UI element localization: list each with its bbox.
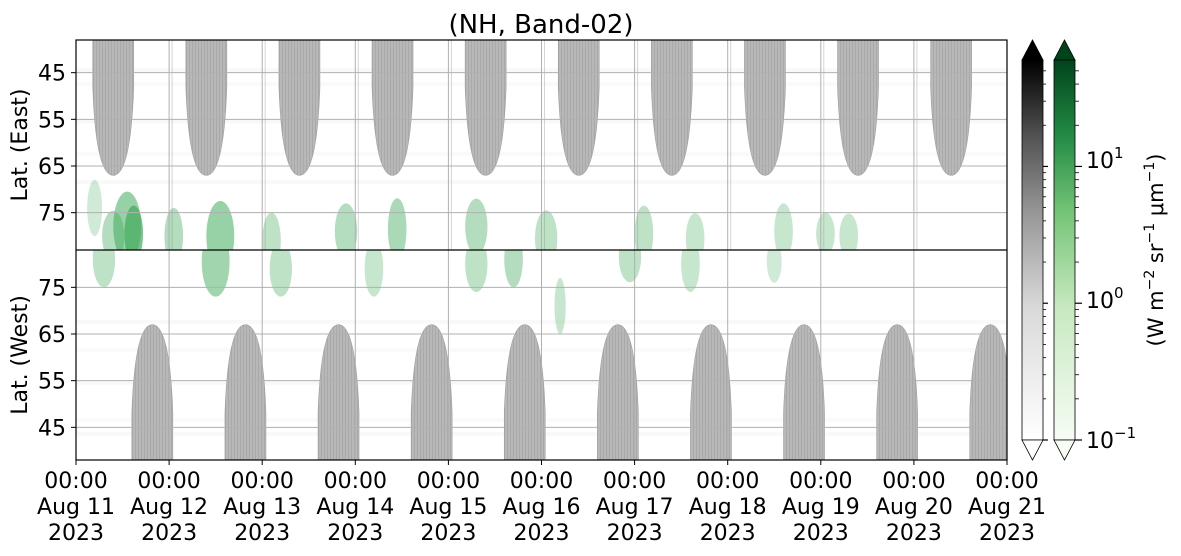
green-blob-east [334, 203, 358, 250]
colorbar-ticks [1043, 70, 1082, 441]
xtick-label: 00:00 Aug 14 2023 [316, 469, 394, 546]
xtick-label: 00:00 Aug 12 2023 [130, 469, 208, 546]
panel-west [76, 250, 1007, 460]
colorbar-greys-extend-bottom [1021, 439, 1044, 461]
green-blob-east [816, 212, 835, 250]
night-mask-east [557, 40, 600, 176]
green-blob-east [262, 212, 281, 250]
green-blob-east [206, 201, 235, 250]
xtick-label: 00:00 Aug 17 2023 [596, 469, 674, 546]
panel-east [76, 40, 1007, 250]
night-mask-east [930, 40, 972, 176]
ytick-label-west: 75 [38, 276, 66, 301]
green-blob-west [681, 250, 700, 292]
green-blob-east [774, 203, 793, 250]
cb-tick-label-1: 100 [1086, 284, 1124, 314]
green-blob-east [164, 208, 184, 250]
night-mask-west [503, 324, 546, 460]
ytick-label-east: 65 [38, 155, 66, 180]
green-blob-east [387, 198, 407, 250]
colorbar-greens-extend-bottom [1053, 439, 1076, 461]
night-mask-east [371, 40, 414, 176]
y-ticks: 45 55 65 75 75 65 55 45 [38, 62, 76, 441]
night-mask-west [410, 324, 453, 460]
night-mask-west [597, 324, 639, 460]
green-blob-east [465, 198, 488, 250]
green-blob-west [201, 250, 230, 297]
green-blob-west [465, 250, 488, 292]
ytick-label-east: 75 [38, 202, 66, 227]
ytick-label-east: 55 [38, 108, 66, 133]
ytick-label-west: 55 [38, 370, 66, 395]
green-blob-west [766, 250, 782, 283]
ytick-label-west: 45 [38, 416, 66, 441]
plot-area [75, 39, 1008, 461]
night-mask-east [278, 40, 321, 176]
night-mask-east [185, 40, 228, 176]
colorbar-greens-body [1053, 59, 1076, 441]
xtick-label: 00:00 Aug 13 2023 [223, 469, 301, 546]
ylabel-west: Lat. (West) [8, 295, 33, 415]
colorbar-greens [1053, 39, 1076, 461]
xtick-label: 00:00 Aug 20 2023 [875, 469, 953, 546]
xtick-label: 00:00 Aug 16 2023 [503, 469, 581, 546]
colorbar-greens-extend-top [1053, 39, 1076, 61]
night-mask-west [969, 324, 1007, 460]
green-blob-east [124, 205, 144, 250]
xtick-label: 00:00 Aug 19 2023 [782, 469, 860, 546]
night-mask-west [783, 324, 825, 460]
green-blob-east [87, 180, 103, 236]
colorbar-greys-extend-top [1021, 39, 1044, 61]
ytick-label-east: 45 [38, 62, 66, 87]
green-blob-west [92, 250, 116, 288]
colorbar-greys [1021, 39, 1044, 461]
xtick-label: 00:00 Aug 11 2023 [37, 469, 115, 546]
green-blob-west [504, 250, 523, 288]
chart-title: (NH, Band-02) [448, 10, 633, 40]
night-mask-east [92, 40, 135, 176]
green-blob-west [554, 278, 566, 334]
night-mask-east [837, 40, 879, 176]
green-blob-east [534, 210, 558, 250]
green-blob-west [269, 250, 292, 297]
night-mask-east [744, 40, 786, 176]
green-blob-west [618, 250, 642, 283]
ylabel-east: Lat. (East) [8, 89, 33, 202]
xtick-label: 00:00 Aug 18 2023 [689, 469, 767, 546]
colorbar-label: (W m−2 sr−1 μm−1) [1142, 154, 1168, 347]
green-blob-east [685, 213, 705, 250]
night-mask-west [224, 324, 267, 460]
night-mask-west [690, 324, 732, 460]
green-blob-west [364, 250, 384, 297]
night-mask-west [876, 324, 918, 460]
green-blob-east [102, 210, 125, 250]
xtick-label: 00:00 Aug 21 2023 [968, 469, 1046, 546]
ytick-label-west: 65 [38, 323, 66, 348]
night-mask-east [651, 40, 693, 176]
green-blob-east [839, 213, 859, 250]
cb-tick-label-10: 101 [1086, 144, 1124, 174]
night-mask-west [317, 324, 360, 460]
cb-tick-label-0.1: 10−1 [1086, 424, 1136, 454]
night-mask-east [464, 40, 507, 176]
night-mask-west [131, 324, 174, 460]
green-blob-east [634, 205, 654, 250]
xtick-label: 00:00 Aug 15 2023 [409, 469, 487, 546]
colorbar-greys-body [1021, 59, 1044, 441]
